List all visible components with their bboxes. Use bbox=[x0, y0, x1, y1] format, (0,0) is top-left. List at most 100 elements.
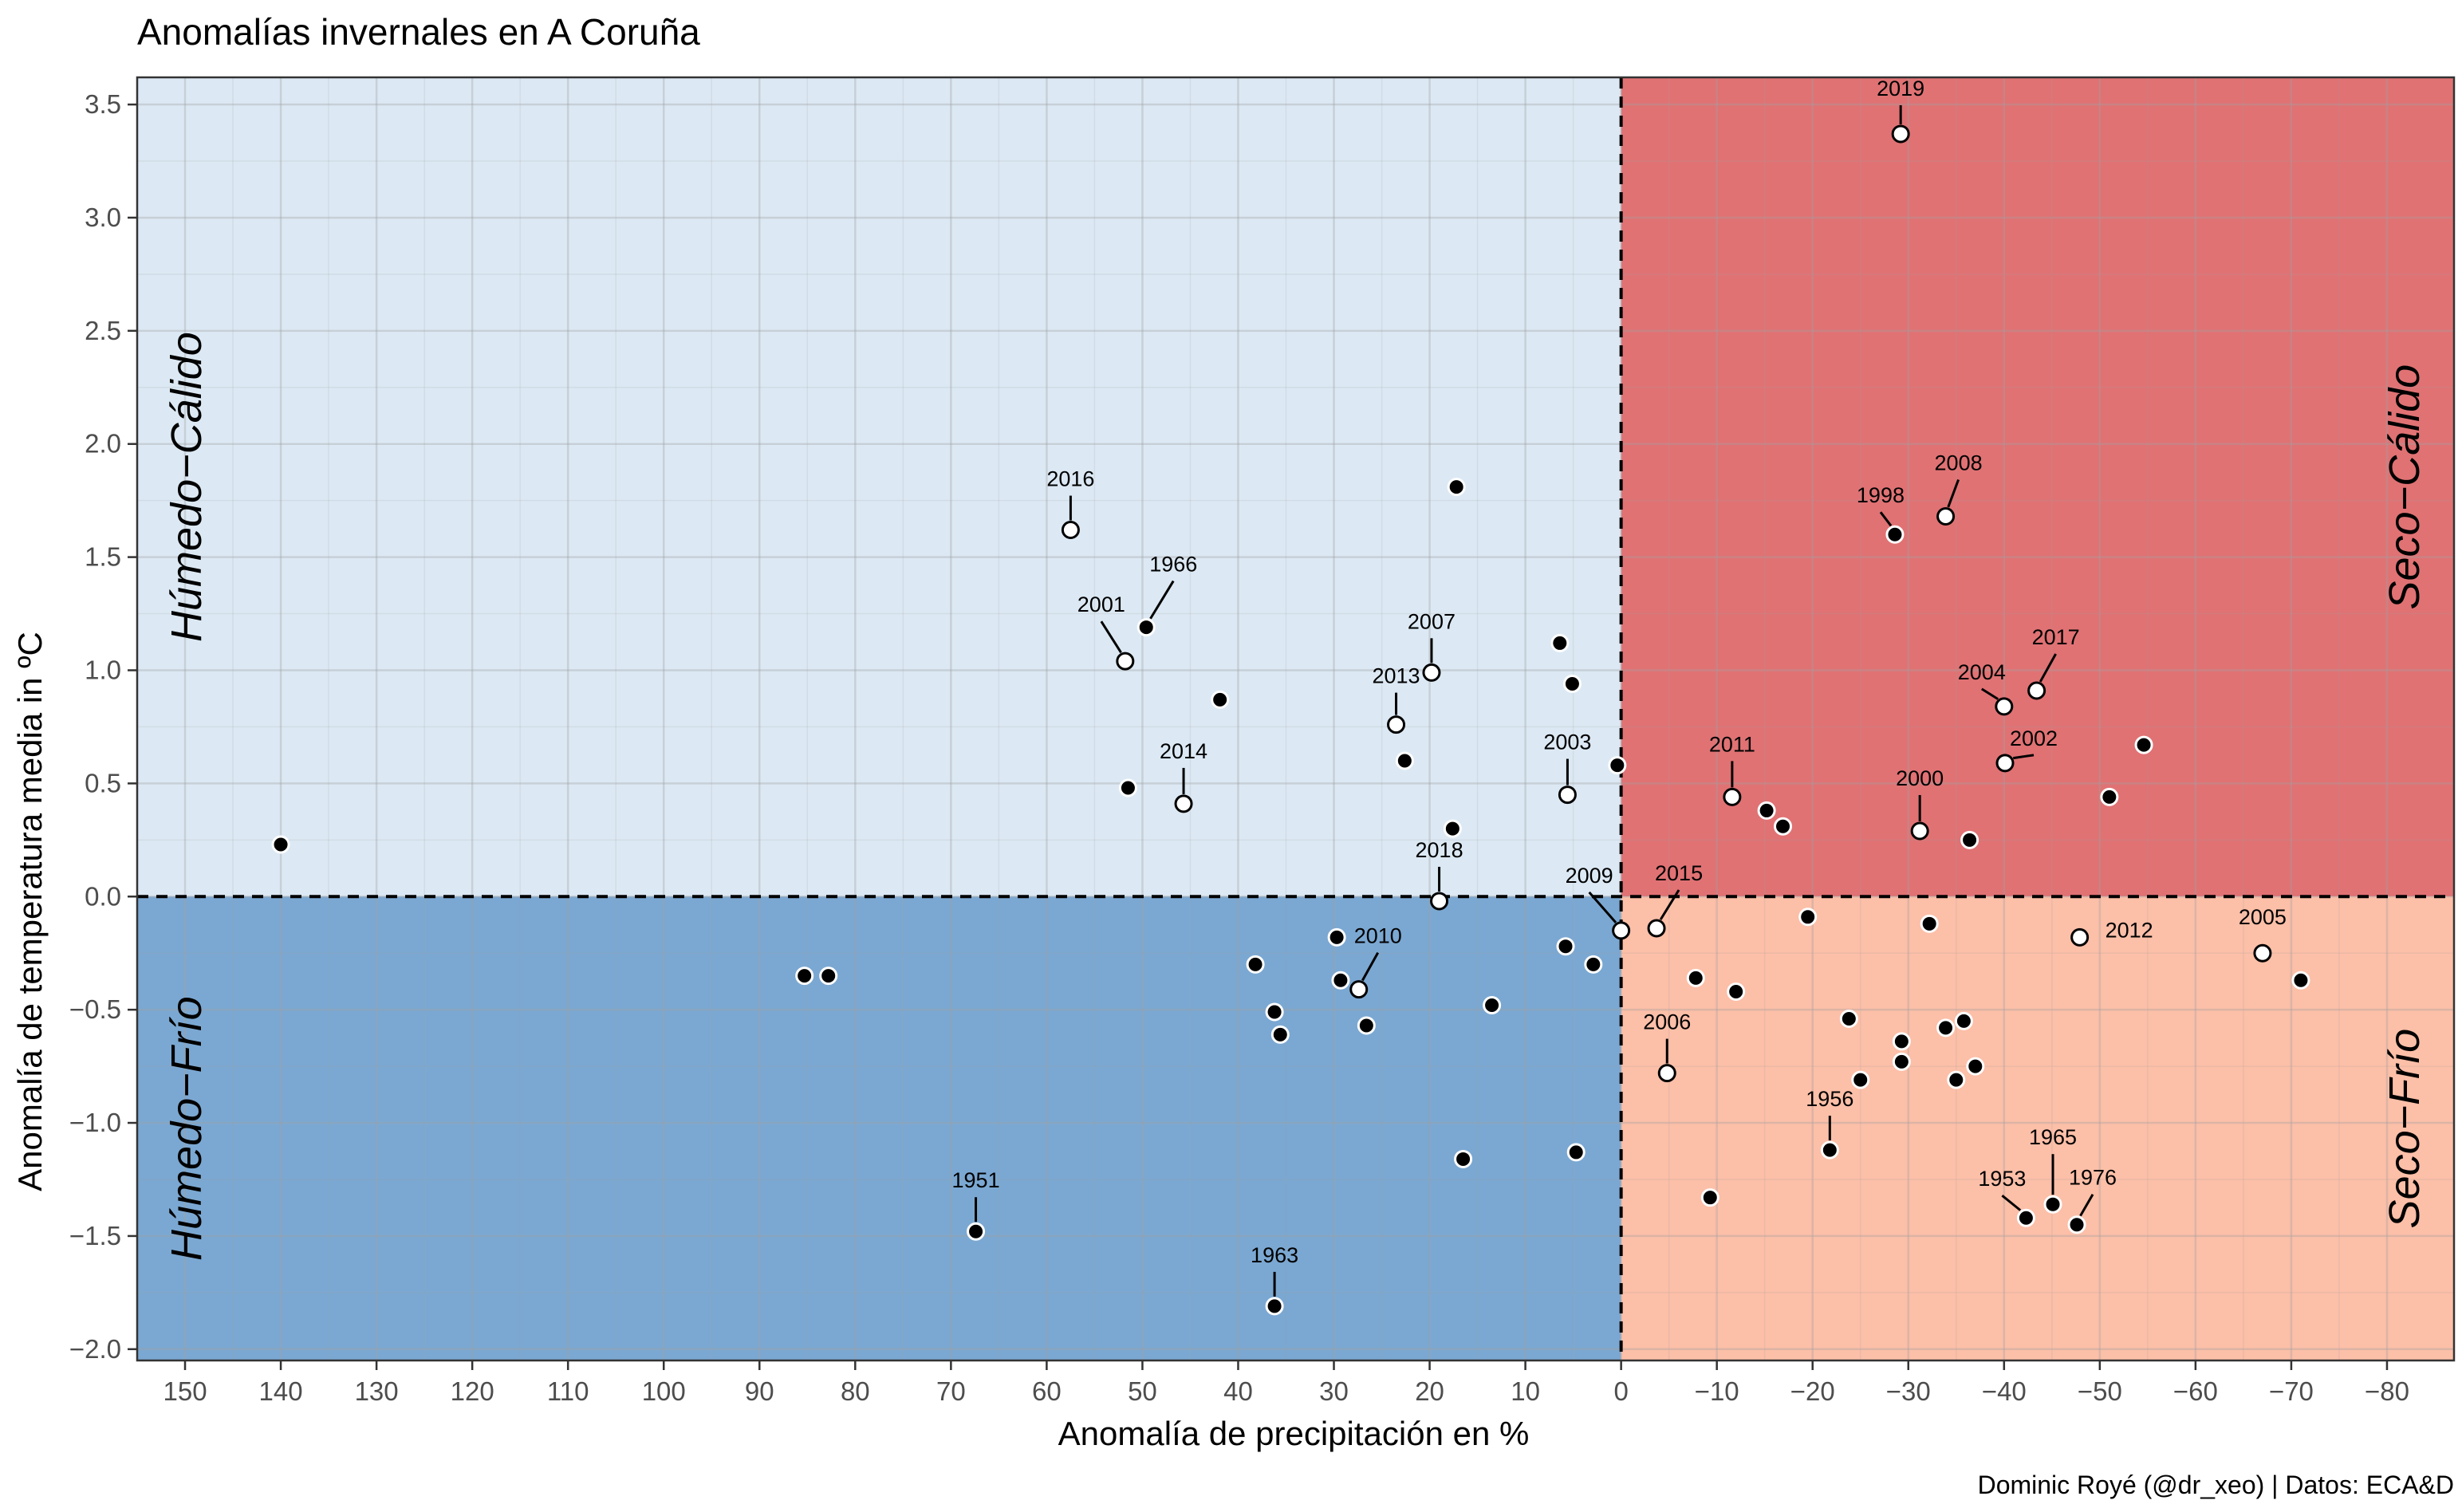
data-point bbox=[2016, 1208, 2035, 1227]
data-point bbox=[2067, 1215, 2086, 1234]
data-point bbox=[1357, 1016, 1376, 1035]
data-point bbox=[1327, 927, 1346, 947]
point-label: 2000 bbox=[1896, 766, 1944, 790]
data-point bbox=[967, 1222, 986, 1241]
data-point bbox=[1774, 817, 1793, 836]
data-point bbox=[1550, 633, 1570, 652]
point-label: 2005 bbox=[2239, 905, 2287, 929]
label-connector bbox=[1100, 620, 1122, 654]
data-point bbox=[819, 967, 838, 986]
label-connector bbox=[1947, 478, 1960, 508]
x-tick-label: 130 bbox=[355, 1376, 399, 1406]
highlighted-point bbox=[1422, 663, 1441, 682]
data-point bbox=[1851, 1070, 1870, 1089]
label-connector bbox=[1149, 580, 1175, 620]
point-label: 2003 bbox=[1543, 730, 1591, 754]
data-point bbox=[1211, 690, 1230, 709]
x-tick-label: −50 bbox=[2078, 1376, 2122, 1406]
data-point bbox=[1920, 914, 1939, 933]
data-point bbox=[1892, 1032, 1911, 1051]
highlighted-point bbox=[1349, 980, 1369, 999]
quadrant-label: Seco−Cálido bbox=[2381, 364, 2429, 610]
quadrant-label: Seco−Frío bbox=[2381, 1029, 2429, 1229]
data-point bbox=[1892, 1052, 1911, 1071]
points bbox=[271, 124, 2310, 1316]
data-point bbox=[795, 967, 814, 986]
point-label: 2002 bbox=[2010, 726, 2058, 750]
point-labels: 1951 2016 2001 1966 2014 1963 2010 2013 2007 2018… bbox=[952, 77, 2287, 1297]
data-point bbox=[1798, 908, 1818, 927]
y-tick-label: 2.0 bbox=[85, 429, 121, 459]
x-tick-label: 150 bbox=[163, 1376, 207, 1406]
data-point bbox=[2100, 787, 2119, 806]
data-point bbox=[1562, 675, 1582, 694]
chart-title: Anomalías invernales en A Coruña bbox=[137, 11, 700, 53]
highlighted-point bbox=[1936, 507, 1956, 526]
y-tick-label: 0.0 bbox=[85, 881, 121, 911]
y-tick-label: −0.5 bbox=[69, 994, 121, 1024]
label-connector bbox=[2079, 1193, 2094, 1217]
point-label: 1998 bbox=[1857, 483, 1905, 507]
y-tick-label: 3.5 bbox=[85, 89, 121, 119]
data-point bbox=[1820, 1140, 1839, 1160]
y-tick-label: −1.0 bbox=[69, 1108, 121, 1137]
x-tick-label: 40 bbox=[1223, 1376, 1253, 1406]
data-point bbox=[2291, 971, 2310, 990]
highlighted-point bbox=[1647, 919, 1666, 938]
point-label: 2019 bbox=[1877, 77, 1924, 100]
x-axis-label: Anomalía de precipitación en % bbox=[1058, 1415, 1530, 1452]
y-tick-label: 1.5 bbox=[85, 542, 121, 572]
label-connector bbox=[1361, 951, 1380, 982]
data-point bbox=[1947, 1070, 1966, 1089]
data-point bbox=[1839, 1010, 1858, 1029]
data-point bbox=[1483, 995, 1502, 1014]
highlighted-point bbox=[1558, 786, 1577, 805]
point-label: 1976 bbox=[2069, 1166, 2117, 1190]
data-point bbox=[1566, 1143, 1586, 1162]
data-point bbox=[1246, 955, 1265, 974]
highlighted-point bbox=[1910, 821, 1929, 841]
highlighted-point bbox=[1174, 794, 1193, 813]
data-point bbox=[2043, 1195, 2062, 1214]
point-label: 1963 bbox=[1251, 1243, 1298, 1267]
point-label: 2004 bbox=[1958, 660, 2006, 684]
y-tick-label: 2.5 bbox=[85, 316, 121, 345]
data-point bbox=[271, 835, 290, 854]
y-axis: −2.0 −1.5 −1.0 −0.5 0.0 0.5 1.0 1.5 2.0 2.5 3.0 3.5 bbox=[69, 89, 137, 1364]
data-point bbox=[1960, 830, 1979, 849]
x-tick-label: 0 bbox=[1613, 1376, 1628, 1406]
x-tick-label: 90 bbox=[745, 1376, 774, 1406]
point-label: 1956 bbox=[1806, 1087, 1853, 1111]
data-point bbox=[1936, 1018, 1956, 1038]
y-tick-label: −2.0 bbox=[69, 1334, 121, 1364]
x-tick-label: 140 bbox=[259, 1376, 303, 1406]
x-axis: 150 140 130 120 110 100 90 80 70 60 50 40 30 20 10 0 −10… bbox=[163, 1360, 2409, 1406]
point-label: 2010 bbox=[1354, 924, 1402, 948]
point-label: 2016 bbox=[1046, 467, 1094, 491]
highlighted-point bbox=[2253, 943, 2272, 963]
data-point bbox=[2134, 735, 2153, 754]
point-label: 2001 bbox=[1077, 593, 1125, 616]
y-tick-label: 3.0 bbox=[85, 203, 121, 232]
data-point bbox=[1447, 478, 1466, 497]
point-label: 2014 bbox=[1160, 739, 1207, 763]
x-tick-label: 120 bbox=[451, 1376, 494, 1406]
point-label: 1953 bbox=[1978, 1167, 2026, 1191]
label-connector bbox=[1588, 891, 1617, 923]
label-connector bbox=[2039, 653, 2057, 683]
data-point bbox=[1966, 1057, 1985, 1076]
x-tick-label: 20 bbox=[1415, 1376, 1444, 1406]
x-tick-label: 10 bbox=[1511, 1376, 1540, 1406]
point-label: 2007 bbox=[1408, 609, 1456, 633]
quadrant-label: Húmedo−Cálido bbox=[163, 332, 211, 642]
x-tick-label: 110 bbox=[547, 1376, 589, 1406]
point-label: 2018 bbox=[1416, 838, 1463, 862]
label-connector bbox=[2001, 1195, 2022, 1211]
label-connector bbox=[1659, 889, 1680, 920]
point-label: 1965 bbox=[2029, 1125, 2077, 1149]
highlighted-point bbox=[1891, 124, 1910, 144]
x-tick-label: −10 bbox=[1695, 1376, 1739, 1406]
data-point bbox=[1686, 968, 1705, 987]
highlighted-point bbox=[1723, 787, 1742, 806]
quadrant-2 bbox=[1621, 77, 2454, 897]
